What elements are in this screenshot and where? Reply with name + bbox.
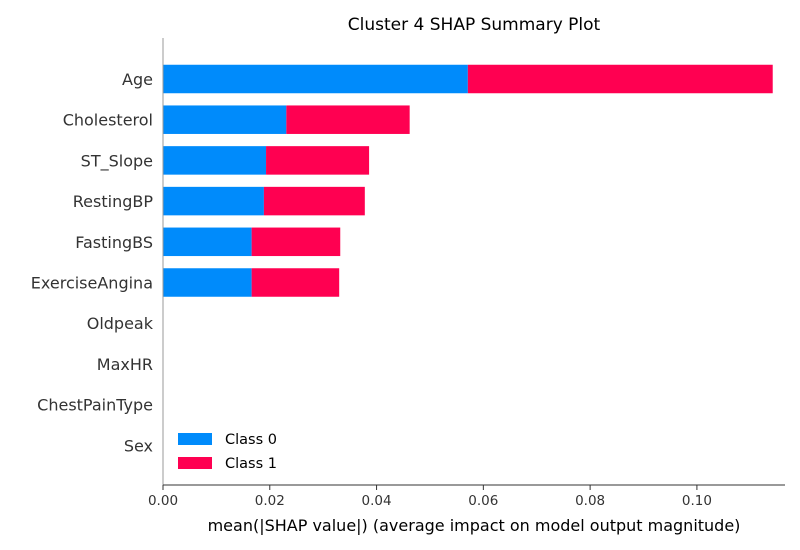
y-tick-label: Oldpeak (87, 314, 154, 333)
x-tick-label: 0.02 (255, 493, 285, 509)
bar-age-class-0 (163, 64, 468, 94)
bar-restingbp-class-1 (263, 186, 365, 216)
y-tick-label: Sex (124, 436, 153, 455)
y-tick-label: RestingBP (73, 192, 154, 211)
y-tick-label: MaxHR (97, 355, 153, 374)
bar-cholesterol-class-0 (163, 105, 287, 134)
x-tick-label: 0.08 (575, 493, 605, 509)
legend-label: Class 1 (225, 456, 277, 472)
bar-fastingbs-class-1 (251, 227, 341, 257)
y-tick-label: Cholesterol (63, 111, 153, 130)
legend-swatch-class-0 (178, 433, 212, 445)
bar-fastingbs-class-0 (163, 227, 252, 257)
x-tick-label: 0.06 (468, 493, 498, 509)
x-ticks: 0.00 0.02 0.04 0.06 0.08 0.10 (148, 485, 712, 509)
legend-label: Class 0 (225, 432, 277, 448)
x-tick-label: 0.00 (148, 493, 178, 509)
y-tick-label: Age (122, 70, 153, 89)
x-tick-label: 0.04 (362, 493, 392, 509)
y-tick-label: ChestPainType (37, 396, 153, 415)
x-tick-label: 0.10 (682, 493, 712, 509)
y-tick-label: FastingBS (75, 233, 153, 252)
bar-st-slope-class-1 (266, 146, 370, 175)
y-tick-labels: Age Cholesterol ST_Slope RestingBP FastingBS… (31, 70, 154, 455)
bar-cholesterol-class-1 (286, 105, 410, 134)
y-tick-label: ST_Slope (81, 151, 153, 171)
legend: Class 0 Class 1 (178, 432, 277, 472)
x-axis-label: mean(|SHAP value|) (average impact on mo… (208, 516, 741, 535)
legend-swatch-class-1 (178, 457, 212, 469)
bar-exerciseangina-class-0 (163, 268, 252, 297)
bars-group (163, 64, 773, 297)
y-tick-label: ExerciseAngina (31, 274, 153, 293)
bar-restingbp-class-0 (163, 186, 264, 216)
bar-exerciseangina-class-1 (251, 268, 340, 297)
bar-age-class-1 (467, 64, 773, 94)
bar-st-slope-class-0 (163, 146, 267, 175)
chart-title: Cluster 4 SHAP Summary Plot (348, 15, 601, 35)
